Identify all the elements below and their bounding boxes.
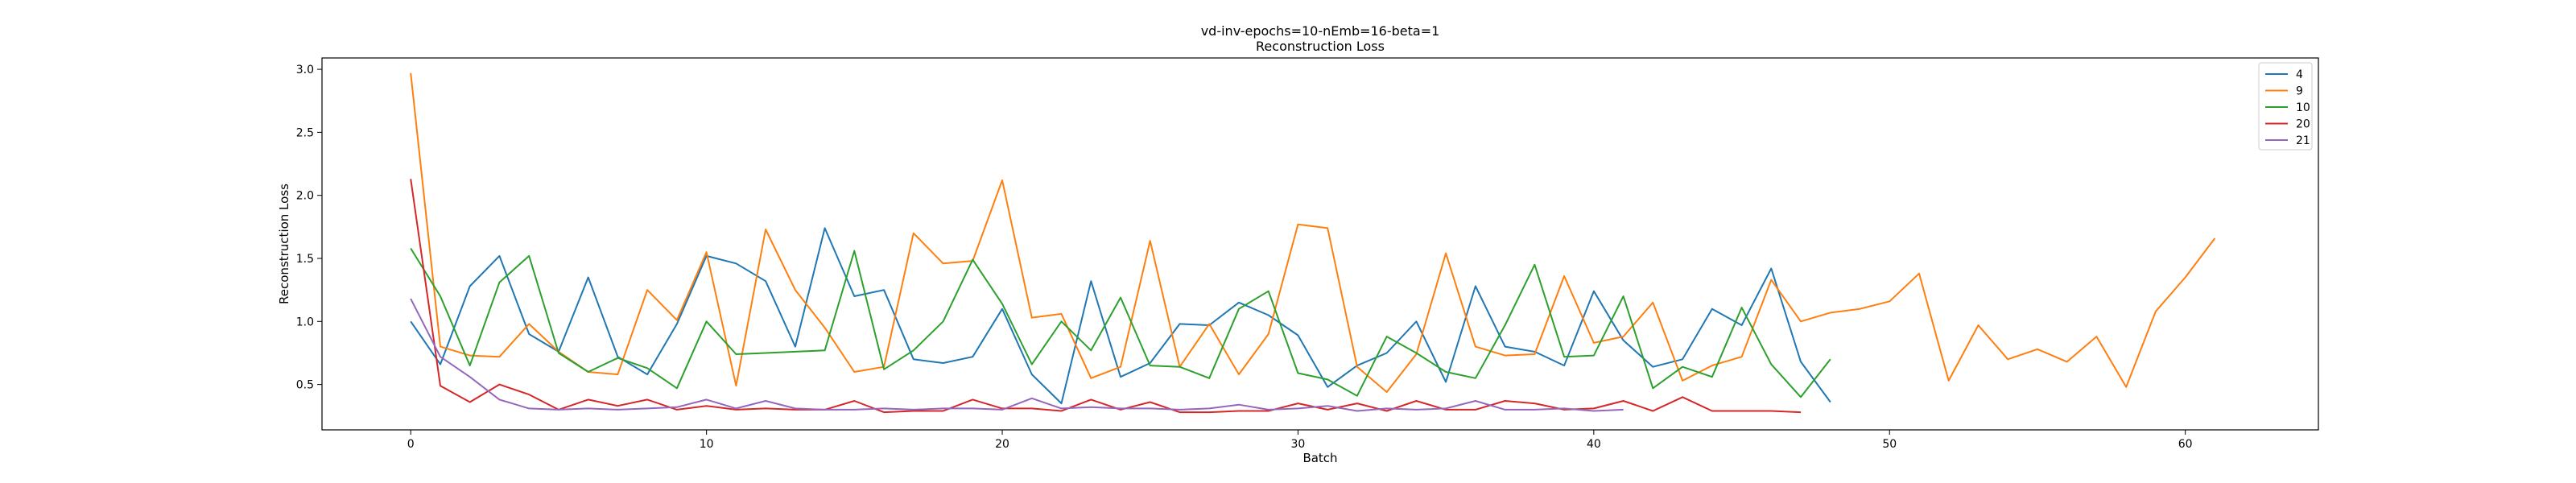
y-tick-label: 3.0: [296, 64, 314, 76]
x-axis-ticks: 0 10 20 30 40 50 60: [407, 430, 2193, 451]
chart-title: vd-inv-epochs=10-nEmb=16-beta=1: [1201, 23, 1440, 39]
y-tick-label: 2.5: [296, 126, 314, 139]
series-line-9: [410, 72, 2216, 393]
series-line-10: [410, 247, 1831, 398]
x-tick-label: 30: [1291, 438, 1306, 451]
x-tick-label: 0: [407, 438, 415, 451]
x-tick-label: 20: [995, 438, 1009, 451]
series-line-21: [410, 298, 1624, 412]
legend-label-4: 4: [2296, 68, 2303, 81]
x-axis-label: Batch: [1302, 451, 1337, 465]
y-tick-label: 1.5: [296, 253, 314, 266]
x-tick-label: 40: [1587, 438, 1601, 451]
y-tick-label: 2.0: [296, 190, 314, 203]
plot-area-frame: [321, 57, 2319, 431]
legend-label-20: 20: [2296, 118, 2310, 131]
series-line-4: [410, 227, 1831, 405]
x-tick-label: 10: [700, 438, 714, 451]
legend-label-9: 9: [2296, 85, 2303, 98]
y-axis-ticks: 0.5 1.0 1.5 2.0 2.5 3.0: [296, 64, 322, 392]
y-tick-label: 1.0: [296, 316, 314, 328]
legend-label-10: 10: [2296, 101, 2310, 114]
chart-subtitle: Reconstruction Loss: [1256, 39, 1385, 54]
legend: 4 9 10 20 21: [2258, 62, 2313, 151]
x-tick-label: 50: [1882, 438, 1897, 451]
y-tick-label: 0.5: [296, 379, 314, 392]
y-axis-label: Reconstruction Loss: [277, 184, 291, 304]
series-lines: [410, 72, 2216, 414]
x-tick-label: 60: [2178, 438, 2193, 451]
legend-label-21: 21: [2296, 134, 2310, 147]
